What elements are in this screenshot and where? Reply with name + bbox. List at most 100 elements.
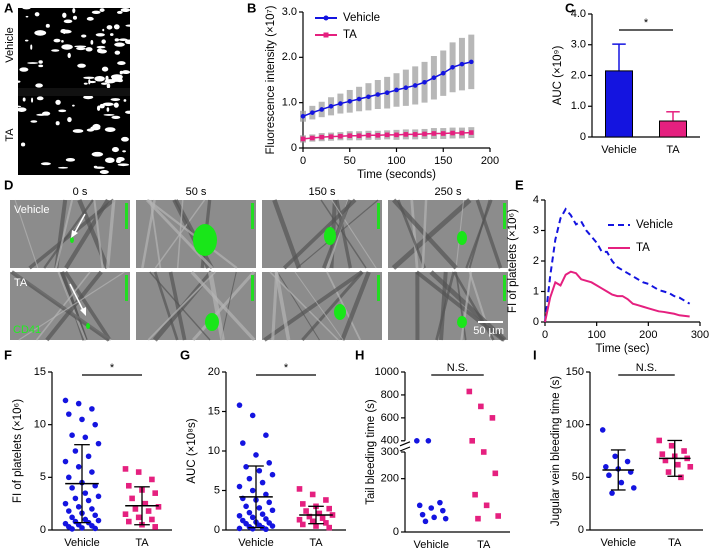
image-blob (104, 79, 116, 84)
y-tick-label: 600 (381, 412, 399, 424)
fiber (18, 271, 125, 341)
bar (659, 120, 687, 138)
data-point (72, 448, 79, 454)
image-blob (114, 50, 121, 55)
y-tick-label: 100 (566, 419, 584, 431)
data-point (394, 87, 399, 93)
image-blob (35, 83, 43, 88)
row-label: Vehicle (14, 204, 49, 216)
data-point (66, 474, 72, 481)
data-point (478, 403, 484, 410)
data-point (665, 469, 672, 475)
image-blob (86, 128, 95, 132)
image-blob (88, 80, 96, 84)
data-point (366, 94, 371, 100)
data-point (412, 83, 418, 88)
y-axis-label: Tail bleeding time (s) (365, 399, 377, 505)
fiber (271, 271, 279, 341)
column-label: 250 s (435, 186, 462, 198)
data-point (152, 490, 158, 496)
data-point (480, 449, 487, 455)
image-blob (118, 38, 128, 42)
data-point (135, 469, 142, 475)
data-point (69, 514, 75, 521)
y-tick-label: 0 (393, 526, 399, 538)
image-scale-indicator (377, 275, 380, 301)
image-blob (110, 74, 123, 80)
data-point (256, 505, 263, 511)
y-axis-label: AUC (×10⁸s) (186, 418, 198, 483)
image-blob (92, 152, 101, 155)
y-axis-label: FI of platelets (×10⁶) (12, 399, 24, 503)
fiber (465, 199, 493, 269)
image-blob (106, 83, 111, 89)
fiber (207, 271, 225, 341)
image-blob (114, 38, 119, 42)
data-point (62, 458, 69, 465)
data-point (495, 513, 501, 519)
y-tick-label: 0 (291, 142, 297, 154)
fiber (14, 199, 39, 269)
image-blob (61, 40, 64, 43)
image-blob (113, 24, 120, 30)
y-tick-label: 1000 (375, 366, 399, 378)
data-point (253, 452, 259, 458)
fiber (147, 271, 216, 341)
panel-letter: B (247, 0, 256, 15)
image-blob (101, 39, 106, 44)
image-blob (90, 39, 94, 45)
image-blob (30, 120, 38, 123)
data-point (319, 107, 325, 112)
data-point (66, 508, 72, 514)
fiber (263, 270, 364, 342)
y-axis-label: Fluorescence intensity (×10⁷) (265, 5, 277, 154)
image-blob (67, 117, 72, 123)
data-point (82, 490, 89, 496)
platelet-thrombus (334, 304, 346, 320)
panel-letter: F (4, 347, 12, 362)
data-point (300, 136, 306, 142)
image-blob (91, 10, 101, 15)
image-blob (86, 16, 94, 21)
data-point (303, 508, 309, 514)
fiber (220, 271, 237, 341)
image-blob (94, 166, 105, 169)
panel-letter: G (180, 347, 190, 362)
image-blob (96, 45, 106, 49)
image-blob (94, 75, 105, 82)
image-blob (31, 97, 34, 103)
data-point (483, 502, 490, 509)
data-point (126, 518, 132, 525)
x-tick-label: TA (666, 144, 680, 156)
significance-label: N.S. (636, 362, 657, 374)
data-point (62, 500, 69, 507)
image-blob (110, 33, 114, 36)
significance-label: * (110, 362, 115, 374)
image-scale-indicator (125, 203, 128, 229)
data-point (347, 99, 353, 104)
image-blob (104, 127, 116, 132)
data-point (687, 464, 694, 470)
data-point (338, 101, 343, 106)
data-point (95, 517, 102, 524)
y-tick-label: 0 (578, 524, 584, 536)
y-tick-label: 3.0 (571, 39, 586, 51)
data-point (263, 491, 269, 498)
image-blob (55, 121, 60, 126)
panel-letter: I (533, 347, 537, 362)
data-point (132, 506, 139, 512)
significance-label: N.S. (447, 362, 468, 374)
image-blob (67, 52, 71, 59)
data-point (152, 524, 158, 530)
data-point (62, 397, 69, 404)
image-blob (76, 47, 86, 51)
image-blob (34, 30, 47, 36)
fiber (145, 199, 214, 269)
x-tick-label: Vehicle (238, 537, 273, 549)
data-point (681, 448, 687, 454)
x-tick-label: 50 (344, 155, 356, 167)
x-tick-label: TA (309, 537, 323, 549)
data-point (269, 471, 276, 478)
image-blob (19, 67, 29, 72)
image-blob (74, 45, 87, 48)
